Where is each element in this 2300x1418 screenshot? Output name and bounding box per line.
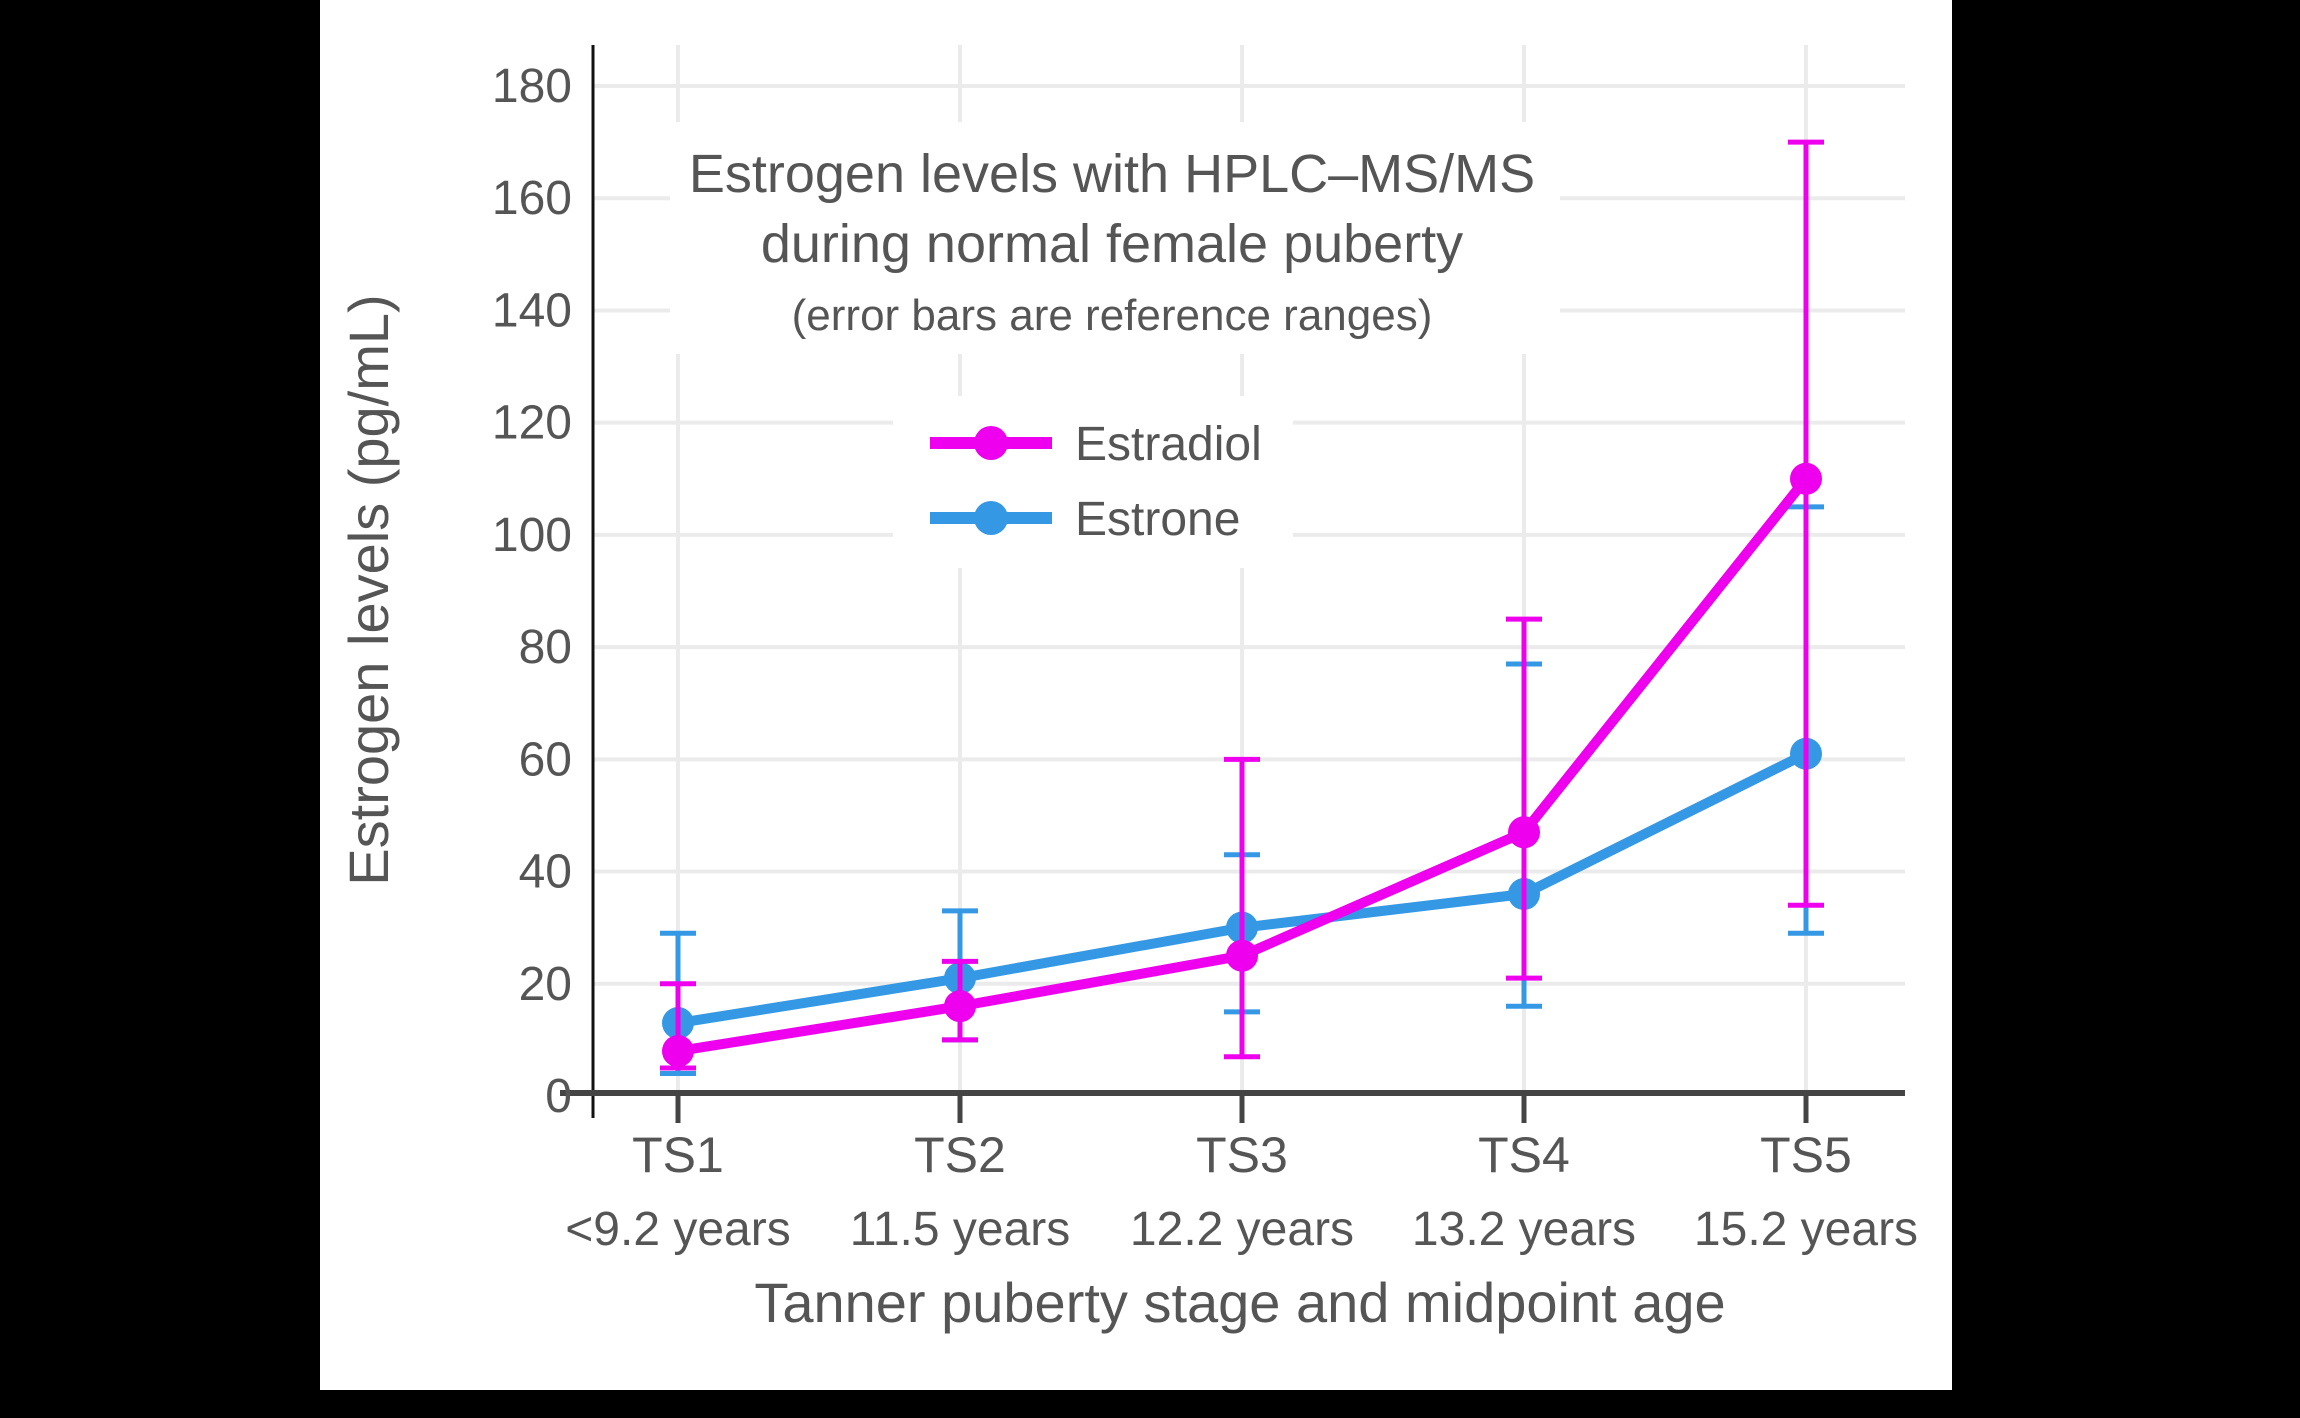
y-tick-label: 60 — [519, 733, 572, 786]
legend-background — [893, 396, 1293, 568]
title-background — [670, 122, 1560, 354]
y-tick-label: 160 — [492, 172, 572, 225]
x-tick-label-age: <9.2 years — [565, 1203, 790, 1256]
x-tick-label-stage: TS2 — [914, 1127, 1006, 1183]
legend-item-estradiol[interactable]: Estradiol — [930, 418, 1262, 471]
legend-label-estradiol: Estradiol — [1075, 418, 1262, 471]
y-tick-label: 40 — [519, 846, 572, 899]
legend-item-estrone[interactable]: Estrone — [930, 493, 1240, 546]
chart-subtitle: (error bars are reference ranges) — [792, 291, 1433, 340]
x-tick-label-age: 15.2 years — [1694, 1203, 1918, 1256]
tick-layer: 0 20 40 60 80 100 120 140 160 180 TS1 <9.2 years TS2… — [492, 60, 1918, 1256]
x-tick-label-age: 11.5 years — [850, 1203, 1071, 1256]
y-tick-label: 120 — [492, 397, 572, 450]
y-tick-label: 80 — [519, 621, 572, 674]
y-tick-label: 180 — [492, 60, 572, 113]
x-axis-title: Tanner puberty stage and midpoint age — [754, 1271, 1725, 1334]
series-estradiol — [660, 139, 1824, 1071]
chart-title-line1: Estrogen levels with HPLC–MS/MS — [689, 144, 1535, 204]
estradiol-legend-dot-icon — [974, 426, 1008, 460]
y-tick-label: 100 — [492, 509, 572, 562]
data-point-marker — [1508, 816, 1540, 849]
y-tick-label: 20 — [519, 958, 572, 1011]
data-point-marker — [1226, 939, 1258, 972]
x-tick-label-stage: TS3 — [1196, 1127, 1288, 1183]
x-tick-label-stage: TS4 — [1478, 1127, 1570, 1183]
x-tick-label-stage: TS1 — [632, 1127, 724, 1183]
x-tick-label-age: 12.2 years — [1130, 1203, 1354, 1256]
estrone-legend-dot-icon — [974, 501, 1008, 535]
data-point-marker — [944, 990, 976, 1023]
x-tick-label-stage: TS5 — [1760, 1127, 1852, 1183]
data-point-marker — [1790, 462, 1822, 495]
chart-title-line2: during normal female puberty — [761, 214, 1463, 274]
y-tick-label: 0 — [545, 1070, 572, 1123]
data-point-marker — [662, 1035, 694, 1068]
series-layer — [660, 139, 1824, 1077]
legend: Estradiol Estrone — [930, 418, 1262, 546]
y-tick-label: 140 — [492, 284, 572, 337]
x-tick-label-age: 13.2 years — [1412, 1203, 1636, 1256]
y-axis-title: Estrogen levels (pg/mL) — [337, 294, 400, 885]
legend-label-estrone: Estrone — [1075, 493, 1240, 546]
